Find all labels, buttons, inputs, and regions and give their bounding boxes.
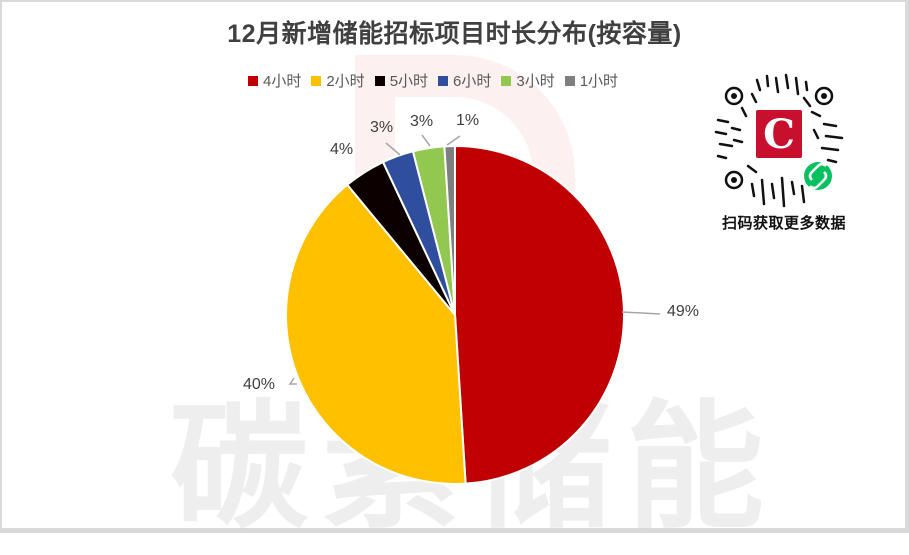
data-label-1h: 1% <box>456 112 480 129</box>
legend-label: 3小时 <box>516 73 555 90</box>
leader-line-2h <box>288 377 297 385</box>
pie-slices <box>284 144 626 486</box>
legend-swatch-icon <box>311 75 322 86</box>
data-label-5h: 4% <box>330 141 354 158</box>
data-label-2h: 40% <box>243 376 276 393</box>
pie-slice-1小时[interactable] <box>443 144 456 316</box>
legend-item-4h[interactable]: 4小时 <box>248 70 301 91</box>
legend-label: 6小时 <box>453 73 492 90</box>
legend-item-2h[interactable]: 2小时 <box>311 70 365 91</box>
mini-program-icon <box>804 162 832 190</box>
svg-text:C: C <box>763 111 795 158</box>
leader-line-1h <box>446 135 461 146</box>
legend-label: 5小时 <box>389 73 429 90</box>
data-label-3h: 3% <box>410 113 434 130</box>
legend-item-1h[interactable]: 1小时 <box>564 70 619 91</box>
legend: 4小时 2小时 5小时 6小时 3小时 1小时 <box>248 70 618 91</box>
legend-label: 2小时 <box>326 73 365 90</box>
leader-line-3h <box>421 134 431 147</box>
pie-slice-4小时[interactable] <box>454 144 626 485</box>
legend-swatch-icon <box>248 75 258 86</box>
pie-chart <box>284 134 661 486</box>
legend-item-6h[interactable]: 6小时 <box>438 70 491 91</box>
leader-lines <box>288 134 661 385</box>
qr-caption: 扫码获取更多数据 <box>722 215 847 232</box>
pie-slice-2小时[interactable] <box>284 183 467 486</box>
legend-swatch-icon <box>564 75 575 86</box>
legend-label: 4小时 <box>263 73 302 90</box>
leader-line-6h <box>385 142 401 156</box>
legend-label: 1小时 <box>579 73 619 90</box>
legend-swatch-icon <box>374 75 385 86</box>
leader-line-4h <box>621 311 661 315</box>
legend-item-3h[interactable]: 3小时 <box>501 70 555 91</box>
legend-swatch-icon <box>501 75 512 86</box>
legend-item-5h[interactable]: 5小时 <box>374 70 429 91</box>
legend-swatch-icon <box>438 75 449 86</box>
data-label-4h: 49% <box>667 303 700 320</box>
brand-logo-icon <box>756 110 802 158</box>
chart-title: 12月新增储能招标项目时长分布(按容量) <box>227 20 682 48</box>
data-label-6h: 3% <box>370 119 394 136</box>
qr-code-icon[interactable]: C <box>712 72 852 212</box>
